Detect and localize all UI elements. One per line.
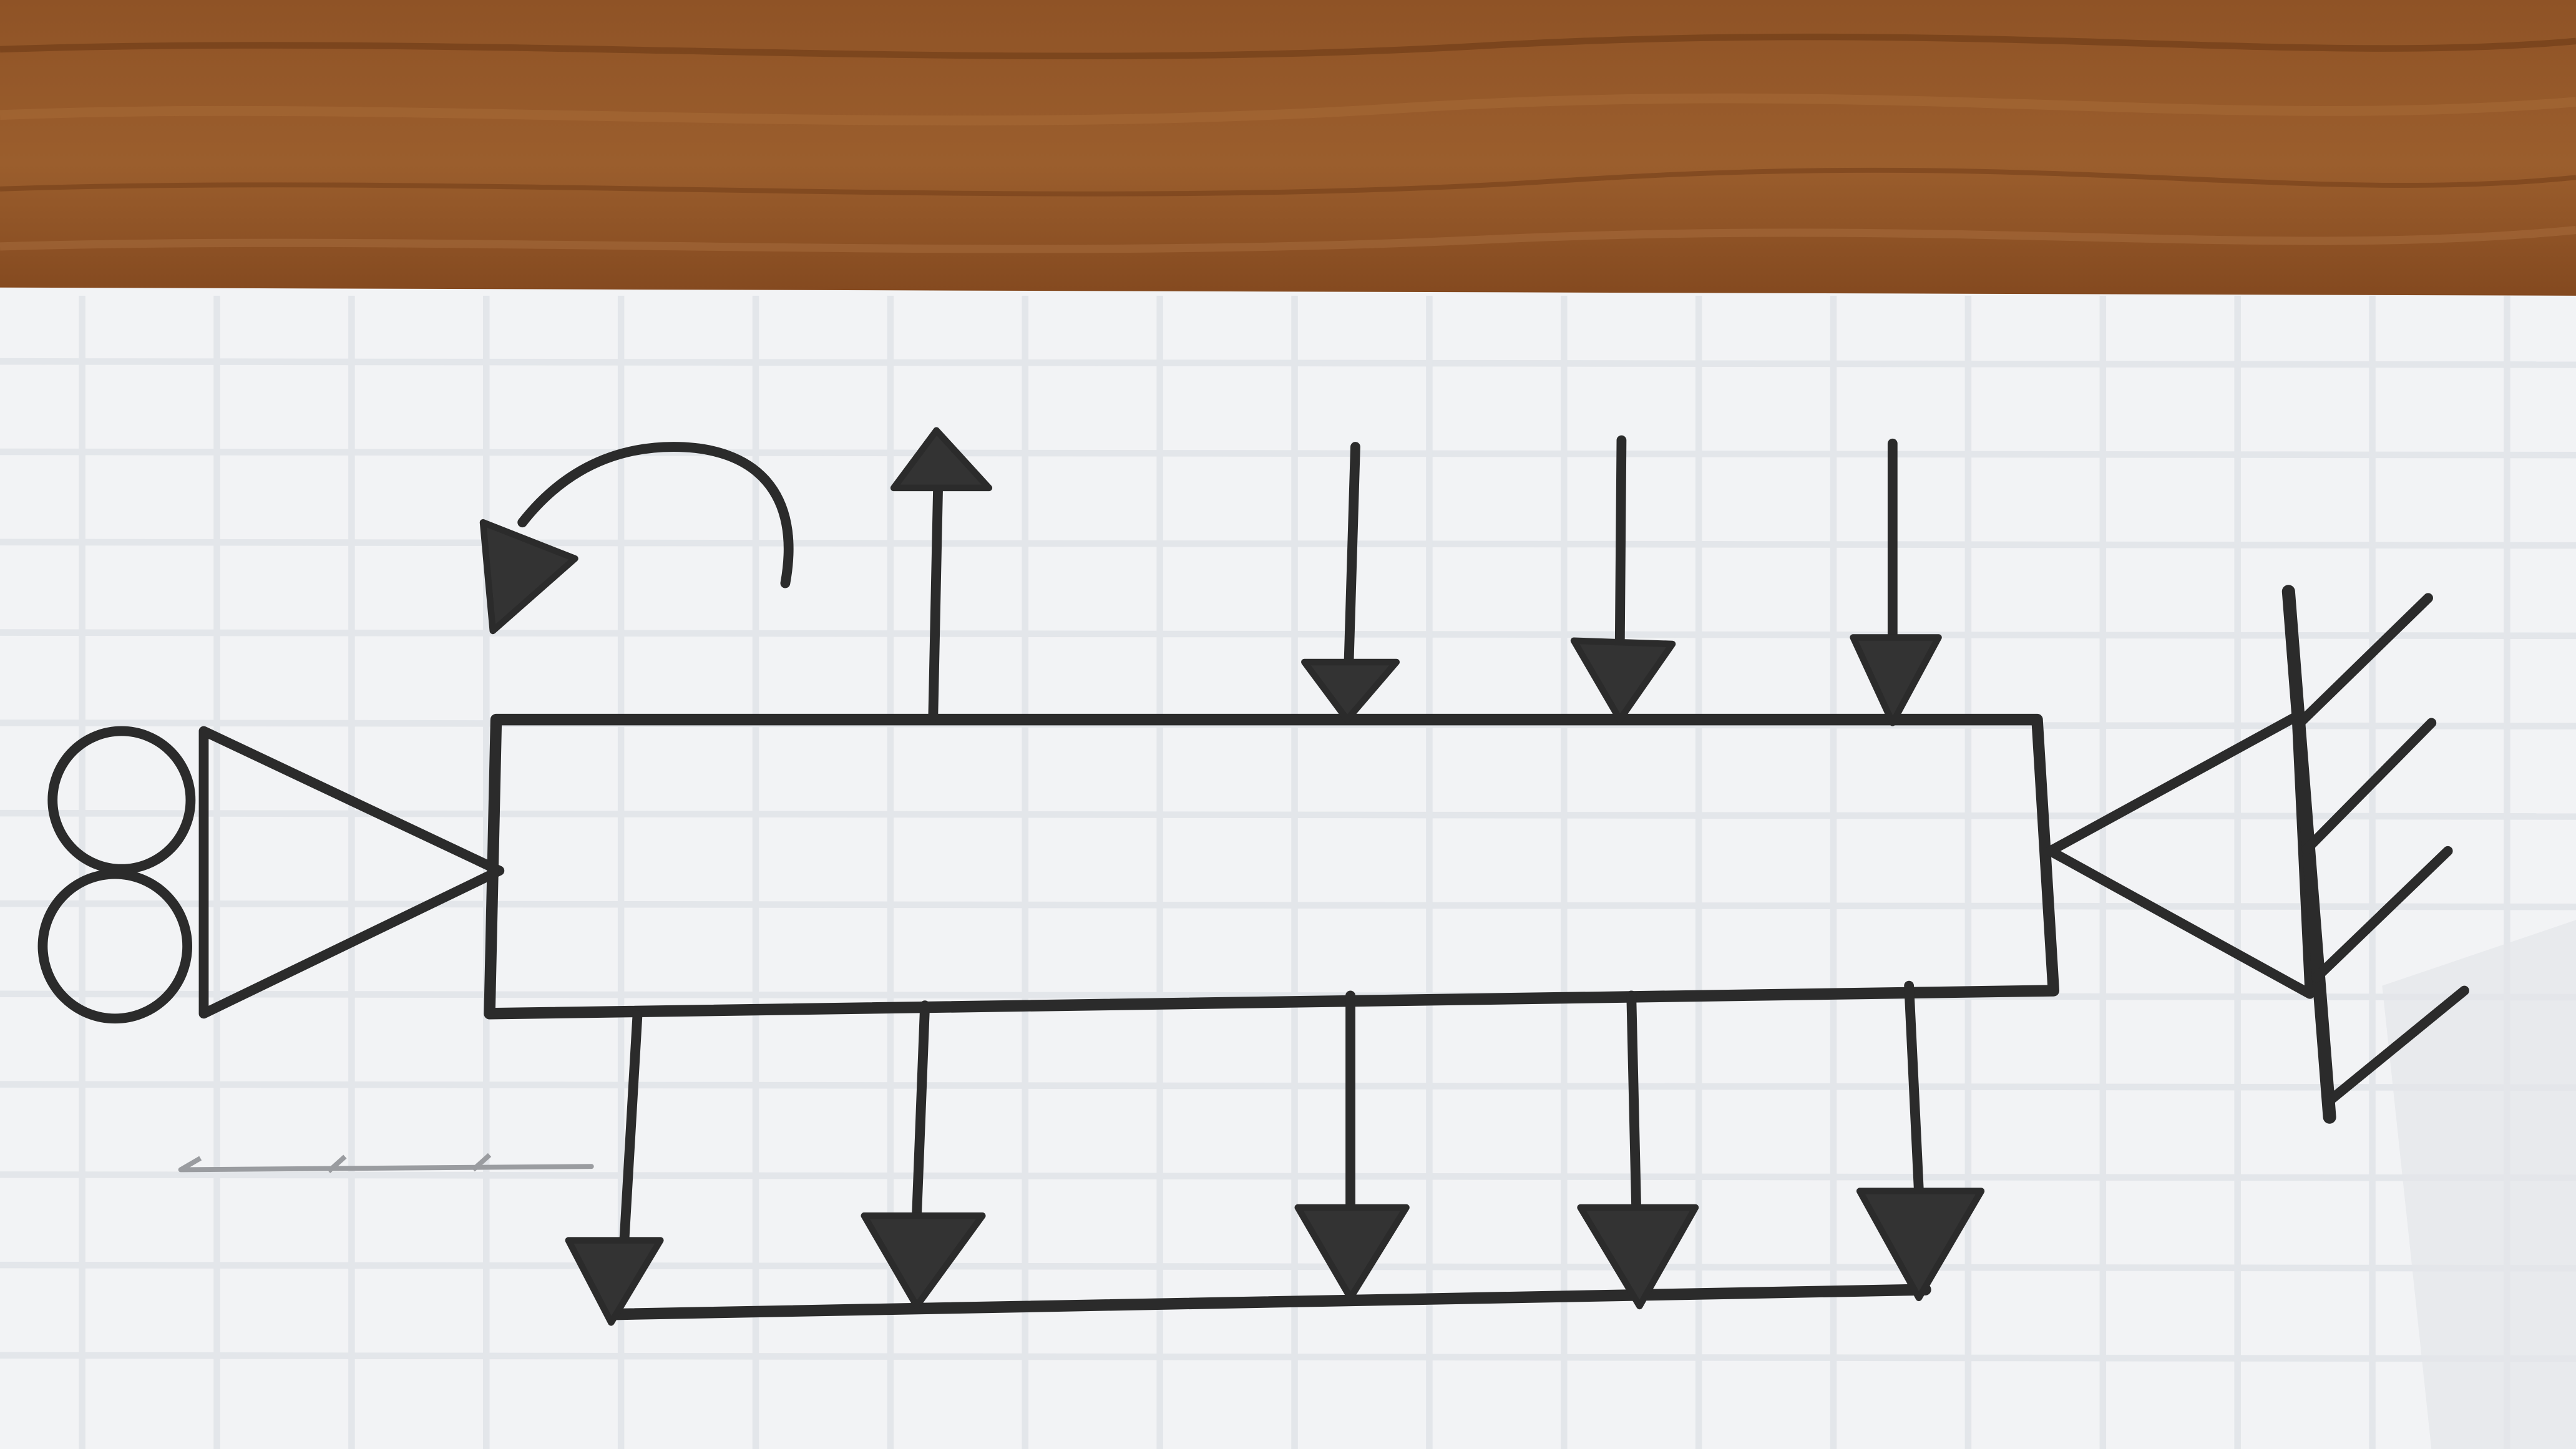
distributed-load-arrow-3 (1294, 990, 1410, 1302)
upward-point-load (890, 427, 993, 721)
downward-point-load-3 (1850, 438, 1942, 726)
downward-point-load-2 (1570, 435, 1676, 723)
grid-lines (0, 295, 2576, 1449)
paper-sheet (0, 287, 2576, 1449)
distributed-load-bottom (565, 980, 1985, 1326)
beam (484, 713, 2060, 1020)
distributed-load-arrow-1 (565, 1010, 664, 1326)
distributed-load-arrow-5 (1856, 980, 1985, 1302)
downward-point-load-1 (1301, 442, 1400, 723)
roller-support (37, 726, 505, 1024)
pencil-dimension-line (178, 1153, 594, 1174)
wood-table (0, 0, 2576, 329)
pin-wall-support (2045, 585, 2469, 1124)
distributed-load-arrow-4 (1577, 990, 1699, 1310)
moment-arrow (479, 442, 794, 635)
distributed-load-arrow-2 (861, 1000, 986, 1310)
